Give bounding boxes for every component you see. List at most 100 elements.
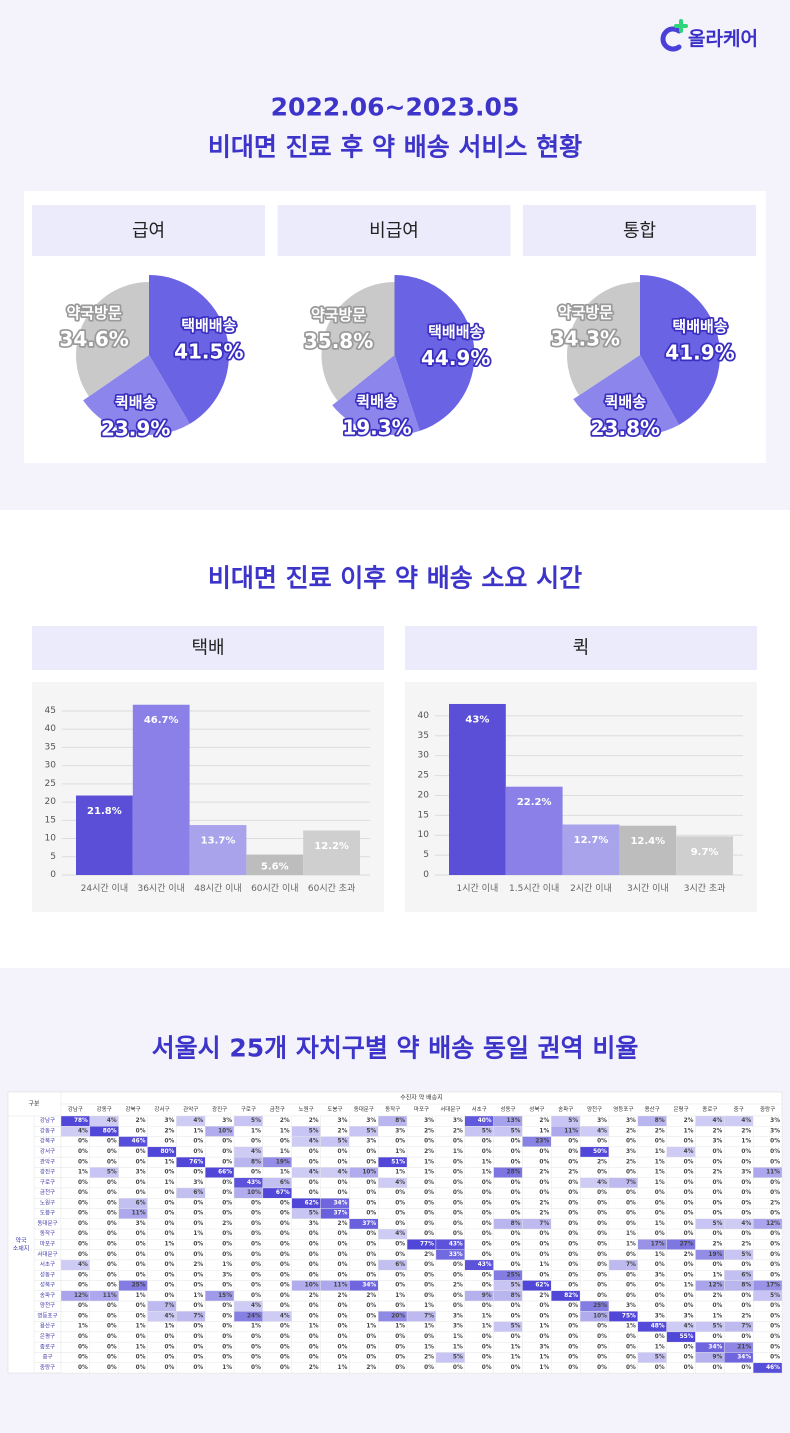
cell-value: 5%	[309, 1128, 319, 1134]
y-tick-label: 20	[418, 790, 430, 800]
cell-value: 43%	[247, 1180, 261, 1186]
cell-value: 0%	[222, 1344, 232, 1350]
cell-value: 2%	[309, 1293, 319, 1299]
x-tick-label: 36시간 이내	[137, 883, 184, 894]
cell-value: 34%	[708, 1344, 722, 1350]
cell-value: 1%	[741, 1139, 751, 1145]
y-tick-label: 20	[45, 797, 57, 807]
cell-value: 0%	[165, 1293, 175, 1299]
cell-value: 0%	[395, 1221, 405, 1227]
cell-value: 0%	[222, 1283, 232, 1289]
cell-value: 5%	[453, 1355, 463, 1361]
cell-value: 10%	[362, 1170, 376, 1176]
cell-value: 1%	[482, 1170, 492, 1176]
bar-value: 43%	[465, 714, 489, 725]
y-tick-label: 35	[418, 731, 429, 741]
cell-value: 62%	[535, 1283, 549, 1289]
row-label: 영등포구	[37, 1311, 57, 1319]
cell-value: 0%	[712, 1180, 722, 1186]
cell-value: 0%	[338, 1313, 348, 1319]
column-label: 서대문구	[440, 1105, 460, 1113]
cell-value: 40%	[478, 1118, 492, 1124]
cell-value: 0%	[280, 1221, 290, 1227]
cell-value: 2%	[770, 1200, 780, 1206]
cell-value: 0%	[539, 1149, 549, 1155]
cell-value: 0%	[78, 1252, 88, 1258]
cell-value: 7%	[193, 1313, 203, 1319]
cell-value: 0%	[770, 1355, 780, 1361]
cell-value: 2%	[338, 1128, 348, 1134]
cell-value: 0%	[770, 1180, 780, 1186]
cell-value: 0%	[309, 1355, 319, 1361]
cell-value: 0%	[395, 1283, 405, 1289]
row-label: 중구	[42, 1354, 52, 1361]
cell-value: 7%	[165, 1303, 175, 1309]
cell-value: 0%	[366, 1200, 376, 1206]
pie-slice	[149, 275, 229, 424]
cell-value: 3%	[165, 1118, 175, 1124]
cell-value: 19%	[708, 1252, 722, 1258]
y-tick-label: 25	[45, 779, 56, 789]
cell-value: 0%	[655, 1334, 665, 1340]
cell-value: 0%	[251, 1272, 261, 1278]
cell-value: 1%	[78, 1170, 88, 1176]
cell-value: 11%	[132, 1211, 146, 1217]
cell-value: 0%	[395, 1242, 405, 1248]
cell-value: 0%	[395, 1344, 405, 1350]
slice-label: 약국방문	[558, 304, 613, 322]
cell-value: 2%	[539, 1211, 549, 1217]
cell-value: 2%	[165, 1128, 175, 1134]
cell-value: 0%	[626, 1365, 636, 1371]
cell-value: 4%	[309, 1139, 319, 1145]
cell-value: 0%	[107, 1283, 117, 1289]
cell-value: 0%	[568, 1252, 578, 1258]
bar	[505, 786, 563, 875]
cell-value: 0%	[453, 1159, 463, 1165]
cell-value: 0%	[395, 1355, 405, 1361]
cell-value: 10%	[305, 1283, 319, 1289]
cell-value: 0%	[136, 1355, 146, 1361]
cell-value: 0%	[338, 1242, 348, 1248]
cell-value: 0%	[338, 1272, 348, 1278]
cell-value: 3%	[655, 1272, 665, 1278]
cell-value: 15%	[218, 1293, 232, 1299]
x-axis-label: 수진자 약 배송지	[400, 1094, 442, 1102]
cell-value: 0%	[741, 1200, 751, 1206]
cell-value: 3%	[655, 1313, 665, 1319]
cell-value: 1%	[511, 1344, 521, 1350]
row-label: 은평구	[40, 1333, 55, 1340]
cell-value: 0%	[222, 1334, 232, 1340]
y-tick-label: 40	[418, 711, 430, 721]
cell-value: 0%	[482, 1303, 492, 1309]
cell-value: 0%	[424, 1293, 434, 1299]
cell-value: 0%	[136, 1149, 146, 1155]
cell-value: 28%	[507, 1170, 521, 1176]
cell-value: 1%	[424, 1344, 434, 1350]
cell-value: 0%	[366, 1231, 376, 1237]
cell-value: 0%	[222, 1303, 232, 1309]
cell-value: 2%	[309, 1118, 319, 1124]
cell-value: 0%	[684, 1344, 694, 1350]
cell-value: 51%	[391, 1159, 405, 1165]
cell-value: 0%	[568, 1190, 578, 1196]
cell-value: 0%	[107, 1252, 117, 1258]
cell-value: 1%	[626, 1231, 636, 1237]
cell-value: 4%	[395, 1180, 405, 1186]
cell-value: 0%	[136, 1242, 146, 1248]
cell-value: 0%	[684, 1139, 694, 1145]
cell-value: 0%	[482, 1252, 492, 1258]
cell-value: 0%	[165, 1170, 175, 1176]
cell-value: 1%	[539, 1262, 549, 1268]
cell-value: 2%	[568, 1170, 578, 1176]
cell-value: 0%	[597, 1139, 607, 1145]
cell-value: 0%	[395, 1200, 405, 1206]
cell-value: 0%	[280, 1139, 290, 1145]
cell-value: 0%	[741, 1293, 751, 1299]
cell-value: 0%	[78, 1139, 88, 1145]
cell-value: 0%	[136, 1128, 146, 1134]
cell-value: 1%	[655, 1252, 665, 1258]
cell-value: 0%	[568, 1344, 578, 1350]
cell-value: 0%	[222, 1180, 232, 1186]
bar-value: 22.2%	[517, 797, 552, 808]
cell-value: 1%	[684, 1128, 694, 1134]
